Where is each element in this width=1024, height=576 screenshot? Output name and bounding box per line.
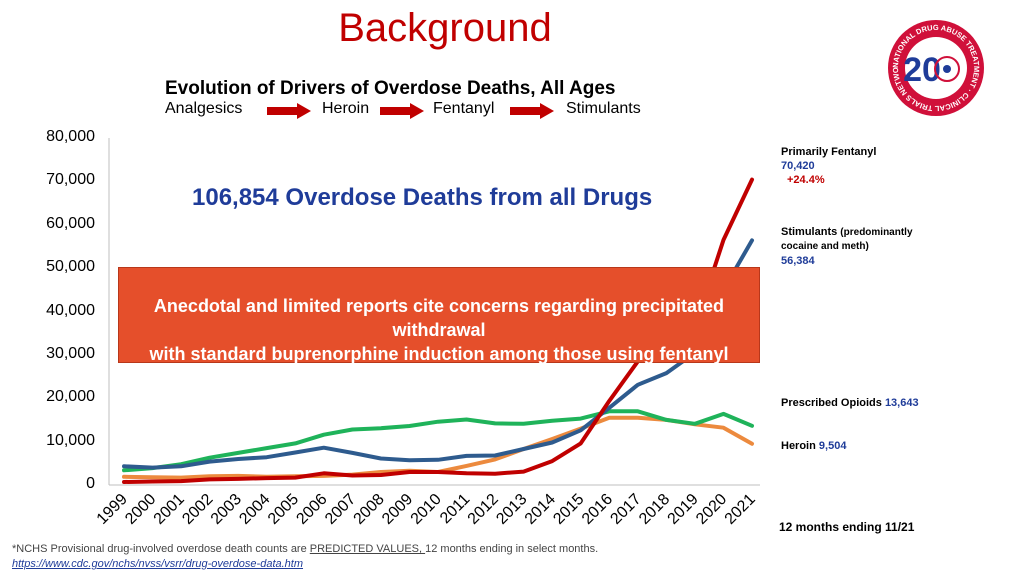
callout-line-1: Anecdotal and limited reports cite conce… <box>153 296 725 340</box>
x-tick-label: 2000 <box>122 491 159 528</box>
series-line-stimulants <box>122 238 754 470</box>
label-fentanyl: Primarily Fentanyl 70,420 +24.4% <box>781 145 876 187</box>
arrow-right-icon <box>380 103 424 119</box>
cdc-source-link[interactable]: https://www.cdc.gov/nchs/nvss/vsrr/drug-… <box>12 558 304 570</box>
footnote-suffix: 12 months ending in select months. <box>425 543 599 555</box>
stage-heroin: Heroin <box>322 100 370 117</box>
slide-title: Background <box>338 6 552 50</box>
ctn-logo-icon: NATIONAL DRUG ABUSE TREATMENT · CLINICAL… <box>886 18 984 116</box>
series-line-heroin <box>122 415 754 480</box>
label-heroin-title: Heroin <box>781 440 816 452</box>
footnote: *NCHS Provisional drug-involved overdose… <box>12 543 598 555</box>
x-tick-label: 2017 <box>607 491 644 528</box>
label-stimulants: Stimulants (predominantly cocaine and me… <box>781 225 913 268</box>
x-tick-label: 2012 <box>465 491 502 528</box>
stage-analgesics: Analgesics <box>165 100 243 117</box>
x-tick-label: 1999 <box>94 491 131 528</box>
chart-title: Evolution of Drivers of Overdose Deaths,… <box>165 78 616 99</box>
x-tick-label: 2013 <box>493 491 530 528</box>
footnote-prefix: *NCHS Provisional drug-involved overdose… <box>12 543 310 555</box>
y-tick-label: 10,000 <box>46 431 95 449</box>
label-prescribed-value: 13,643 <box>884 397 919 409</box>
x-tick-label: 2005 <box>265 491 302 528</box>
x-tick-label: 2015 <box>550 491 587 528</box>
label-prescribed: Prescribed Opioids 13,643 <box>781 396 919 410</box>
stage-stimulants: Stimulants <box>566 100 641 117</box>
label-fentanyl-title: Primarily Fentanyl <box>781 146 877 158</box>
stage-fentanyl: Fentanyl <box>433 100 495 117</box>
y-tick-label: 30,000 <box>46 344 95 362</box>
x-tick-label: 2004 <box>236 491 273 528</box>
x-tick-label: 2010 <box>408 491 445 528</box>
x-tick-label: 2007 <box>322 491 359 528</box>
label-stimulants-note: (predominantly <box>840 227 913 238</box>
y-tick-label: 40,000 <box>46 301 95 319</box>
x-tick-label: 2006 <box>293 491 330 528</box>
x-tick-label: 2011 <box>437 491 473 527</box>
x-tick-label: 2014 <box>522 491 559 528</box>
arrow-right-icon <box>267 103 311 119</box>
y-tick-label: 50,000 <box>46 258 95 276</box>
y-tick-label: 80,000 <box>46 128 95 145</box>
x-tick-label: 2008 <box>351 491 388 528</box>
footnote-predicted-link[interactable]: PREDICTED VALUES, <box>309 543 426 555</box>
x-tick-label: 2009 <box>379 491 416 528</box>
label-heroin: Heroin 9,504 <box>781 439 846 453</box>
series-line-prescribed-opioids <box>122 409 754 473</box>
precipitated-withdrawal-callout: Anecdotal and limited reports cite conce… <box>118 267 760 364</box>
x-tick-label: 2002 <box>179 491 216 528</box>
x-tick-label: 2019 <box>665 491 702 528</box>
x-tick-label: 2021 <box>722 491 759 528</box>
label-fentanyl-change: +24.4% <box>787 174 825 186</box>
y-tick-label: 60,000 <box>46 214 95 232</box>
x-tick-label: 2003 <box>208 491 245 528</box>
period-note: 12 months ending 11/21 <box>779 520 915 534</box>
label-stimulants-title: Stimulants <box>781 226 838 238</box>
arrow-right-icon <box>510 103 554 119</box>
callout-line-2: with standard buprenorphine induction am… <box>149 344 729 364</box>
y-tick-label: 0 <box>86 475 95 492</box>
x-tick-label: 2016 <box>579 491 616 528</box>
y-tick-label: 20,000 <box>46 388 95 406</box>
x-tick-label: 2001 <box>151 491 188 528</box>
y-tick-label: 70,000 <box>46 171 95 189</box>
label-stimulants-value: 56,384 <box>781 255 815 267</box>
label-heroin-value: 9,504 <box>818 440 847 452</box>
x-tick-label: 2020 <box>693 491 730 528</box>
label-stimulants-note-2: cocaine and meth) <box>781 241 869 252</box>
label-prescribed-title: Prescribed Opioids <box>781 397 882 409</box>
total-deaths-annotation: 106,854 Overdose Deaths from all Drugs <box>192 184 653 211</box>
x-tick-label: 2018 <box>636 491 673 528</box>
label-fentanyl-value: 70,420 <box>781 160 815 172</box>
